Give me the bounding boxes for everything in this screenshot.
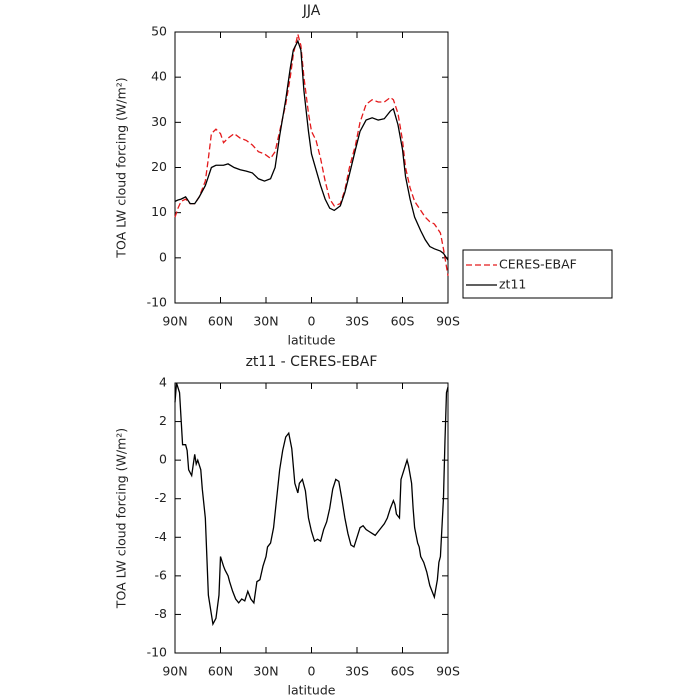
chart-title: zt11 - CERES-EBAF [246,354,378,370]
x-tick-label: 0 [308,314,316,329]
y-axis-label: TOA LW cloud forcing (W/m²) [114,77,129,258]
legend-box [462,249,613,299]
y-tick-label: 30 [151,114,167,129]
x-tick-label: 30S [345,314,369,329]
x-tick-label: 90S [436,664,460,679]
y-tick-label: 10 [151,204,167,219]
x-tick-label: 30S [345,664,369,679]
plot-frame [174,382,449,654]
x-axis-label: latitude [288,683,336,698]
x-axis-label: latitude [288,333,336,348]
y-tick-label: -4 [155,529,168,544]
x-tick-label: 60S [391,314,415,329]
y-tick-label: 50 [151,24,167,39]
y-axis-label: TOA LW cloud forcing (W/m²) [114,428,129,609]
x-tick-label: 90N [162,664,187,679]
y-tick-label: -6 [155,567,168,582]
y-tick-label: 40 [151,69,167,84]
data-line [174,382,449,627]
x-tick-label: 0 [308,664,316,679]
legend-label: CERES-EBAF [499,257,577,272]
plot-frame [174,31,449,304]
y-tick-label: 20 [151,159,167,174]
y-tick-label: -2 [155,490,167,505]
y-tick-label: -10 [147,645,167,660]
x-tick-label: 60N [208,664,233,679]
y-tick-label: -10 [147,295,167,310]
x-tick-label: 90S [436,314,460,329]
x-tick-label: 30N [253,314,278,329]
legend-label: zt11 [499,277,526,292]
y-tick-label: 0 [159,452,167,467]
y-tick-label: 4 [159,375,167,390]
x-tick-label: 60N [208,314,233,329]
y-tick-label: -8 [155,606,168,621]
x-tick-label: 60S [391,664,415,679]
x-tick-label: 90N [162,314,187,329]
data-line [174,34,449,277]
x-tick-label: 30N [253,664,278,679]
y-tick-label: 0 [159,249,167,264]
y-tick-label: 2 [159,413,167,428]
data-line [174,39,449,261]
chart-title: JJA [302,3,321,19]
